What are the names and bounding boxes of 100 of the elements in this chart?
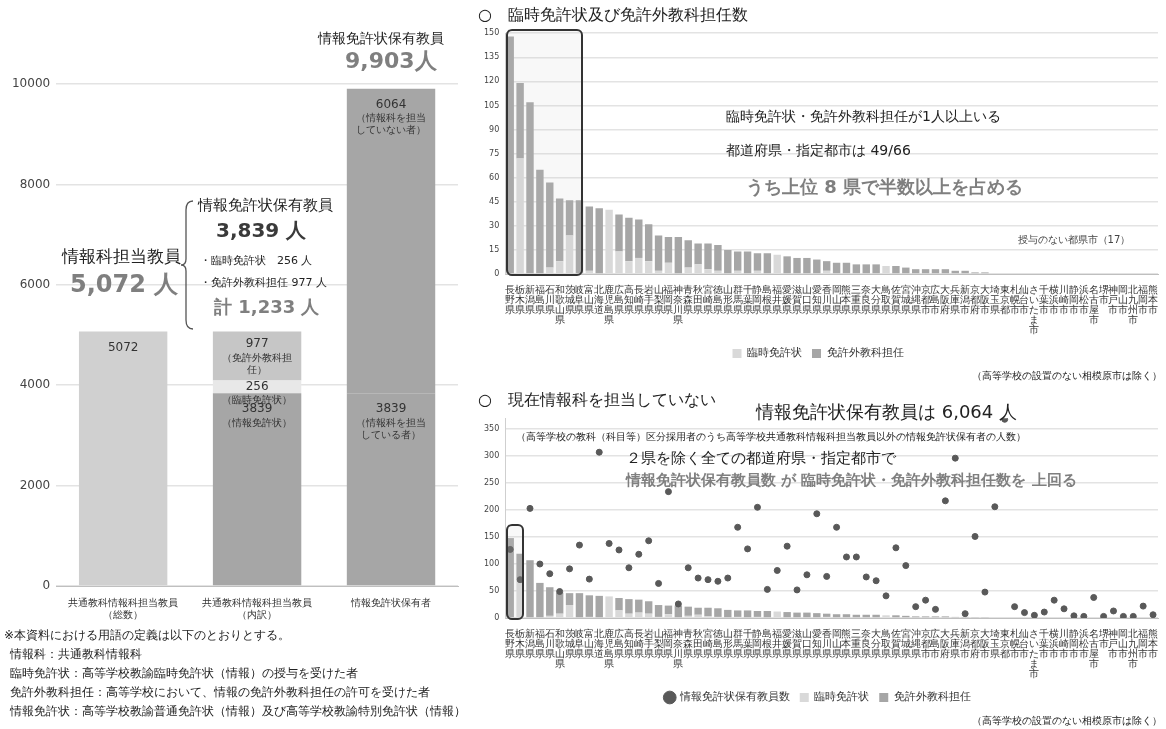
text: 情報免許状：高等学校教諭普通免許状（情報）及び高等学校教諭特別免許状（情報） bbox=[10, 704, 466, 719]
y-tick-label: 100 bbox=[483, 559, 500, 569]
annotation: 都道府県・指定都市は 49/66 bbox=[726, 142, 911, 159]
annotation: 情報免許状保有教員は 6,064 人 bbox=[756, 401, 1017, 423]
x-tick-label: 情報免許状保有者 bbox=[350, 596, 432, 608]
x-tick-label: 佐賀県 bbox=[890, 627, 901, 659]
x-tick-label: 茨城県 bbox=[563, 283, 575, 315]
annotation: ・免許外教科担任 977 人 bbox=[200, 276, 327, 290]
x-tick-label: 長崎県 bbox=[633, 283, 644, 315]
y-tick-label: 150 bbox=[483, 28, 500, 38]
x-tick-label: 三重県 bbox=[851, 627, 862, 659]
text: ※本資料における用語の定義は以下のとおりとする。 bbox=[4, 628, 291, 643]
x-tick-label: 山形県 bbox=[722, 283, 733, 315]
x-tick-label: 奈良県 bbox=[861, 627, 872, 659]
x-tick-label: 広島県 bbox=[614, 627, 624, 659]
y-tick-label: 0 bbox=[494, 269, 500, 279]
x-tick-label: 仙台市 bbox=[1019, 283, 1030, 315]
y-tick-label: 6000 bbox=[19, 276, 51, 291]
x-tick-label: 岡山市 bbox=[1118, 283, 1129, 315]
x-tick-label: 山梨県 bbox=[653, 283, 664, 315]
x-tick-label: 宮崎県 bbox=[703, 627, 714, 659]
x-tick-label: 滋賀県 bbox=[792, 627, 803, 659]
x-tick-label: さいたま市 bbox=[1029, 283, 1040, 335]
x-tick-label: 兵庫県 bbox=[950, 627, 961, 659]
x-tick-label: 群馬県 bbox=[731, 283, 743, 315]
x-tick-label: 長野県 bbox=[505, 283, 516, 315]
y-tick-label: 60 bbox=[489, 172, 500, 182]
x-tick-label: 青森県 bbox=[683, 627, 694, 659]
x-tick-label: 京都府 bbox=[970, 283, 981, 315]
x-tick-label: 熊本市 bbox=[1148, 627, 1159, 659]
x-tick-label: 埼玉県 bbox=[988, 627, 1000, 659]
y-tick-label: 200 bbox=[483, 505, 500, 515]
x-tick-label: 千葉県 bbox=[742, 283, 753, 315]
x-tick-label: 共通教科情報科担当教員（内訳） bbox=[202, 596, 313, 620]
text: 情報科：共通教科情報科 bbox=[10, 647, 142, 662]
x-tick-label: 沖縄県 bbox=[909, 283, 921, 315]
data-label: 256 （臨時免許状） bbox=[222, 378, 293, 406]
x-tick-label: 北九州市 bbox=[1128, 283, 1139, 325]
x-tick-label: 香川県 bbox=[821, 627, 832, 659]
x-tick-label: 岩手県 bbox=[643, 627, 654, 659]
x-tick-label: 秋田県 bbox=[693, 627, 704, 659]
legend-label: 情報免許状保有教員数 bbox=[678, 690, 790, 704]
x-tick-label: 岩手県 bbox=[643, 283, 654, 315]
x-tick-label: 北海道 bbox=[594, 627, 605, 659]
legend-label: 免許外教科担任 bbox=[826, 346, 904, 360]
y-tick-label: 0 bbox=[42, 578, 51, 593]
x-tick-label: 名古屋市 bbox=[1088, 283, 1099, 325]
x-tick-label: 岐阜県 bbox=[574, 627, 585, 659]
x-tick-label: 秋田県 bbox=[693, 283, 704, 315]
data-label: 977 （免許外教科担任） bbox=[222, 336, 293, 375]
x-tick-label: 新潟県 bbox=[524, 627, 535, 659]
x-tick-label: 岡山県 bbox=[831, 283, 842, 315]
x-tick-label: 神奈川県 bbox=[673, 283, 684, 325]
y-tick-label: 15 bbox=[489, 245, 500, 254]
data-label: 5072 bbox=[107, 339, 139, 354]
x-tick-label: 広島市 bbox=[930, 627, 941, 659]
x-tick-label: 北海道 bbox=[594, 283, 605, 315]
x-tick-label: 青森県 bbox=[683, 283, 694, 315]
x-tick-label: 福井県 bbox=[772, 283, 783, 315]
chart-title: ○ 現在情報科を担当していない bbox=[478, 389, 716, 409]
x-tick-label: 京都市 bbox=[920, 283, 931, 315]
x-tick-label: 愛知県 bbox=[811, 283, 822, 315]
x-tick-label: 茨城県 bbox=[563, 627, 575, 659]
x-tick-label: 佐賀県 bbox=[890, 283, 901, 315]
x-tick-label: 高知県 bbox=[623, 627, 634, 659]
x-tick-label: 神奈川県 bbox=[673, 627, 684, 669]
x-tick-label: 長崎県 bbox=[633, 627, 644, 659]
legend-label: 免許外教科担任 bbox=[893, 690, 971, 704]
x-tick-label: 徳島県 bbox=[712, 283, 723, 315]
y-tick-label: 30 bbox=[489, 220, 500, 230]
y-tick-label: 300 bbox=[483, 451, 500, 461]
annotation: ２県を除く全ての都道府県・指定都市で bbox=[626, 449, 896, 467]
x-tick-label: 北九州市 bbox=[1128, 627, 1139, 669]
x-tick-label: 和歌山県 bbox=[554, 627, 565, 669]
legend-label: 臨時免許状 bbox=[814, 690, 870, 704]
x-tick-label: 徳島県 bbox=[712, 627, 723, 659]
annotation: 情報免許状保有教員数 が 臨時免許状・免許外教科担任数を 上回る bbox=[626, 471, 1077, 489]
x-tick-label: 山形県 bbox=[722, 627, 733, 659]
text: 免許外教科担任：高等学校において、情報の免許外教科担任の許可を受けた者 bbox=[10, 685, 430, 700]
annotation: 授与のない都県市（17） bbox=[1017, 234, 1131, 246]
x-tick-label: 熊本県 bbox=[841, 627, 852, 659]
y-tick-label: 120 bbox=[483, 76, 500, 86]
x-tick-label: 群馬県 bbox=[731, 627, 743, 659]
text: （高等学校の設置のない相模原市は除く） bbox=[972, 370, 1162, 382]
x-tick-label: 鹿児島県 bbox=[604, 627, 615, 669]
x-tick-label: 神戸市 bbox=[1108, 627, 1119, 659]
x-tick-label: 大阪市 bbox=[979, 283, 990, 315]
x-tick-label: 福島県 bbox=[534, 283, 545, 315]
x-tick-label: 福島県 bbox=[534, 627, 545, 659]
x-tick-label: 横浜市 bbox=[1049, 283, 1060, 315]
x-tick-label: 新潟市 bbox=[960, 283, 971, 315]
x-tick-label: 宮崎県 bbox=[703, 283, 714, 315]
y-tick-label: 4000 bbox=[19, 377, 51, 392]
annotation: 情報免許状保有教員 bbox=[198, 196, 333, 214]
x-tick-label: 富山県 bbox=[584, 283, 595, 315]
x-tick-label: 香川県 bbox=[821, 283, 832, 315]
x-tick-label: 愛媛県 bbox=[782, 283, 793, 315]
annotation: うち上位 8 県で半数以上を占める bbox=[746, 176, 1024, 198]
x-tick-label: 沖縄県 bbox=[909, 627, 921, 659]
x-tick-label: 石川県 bbox=[544, 283, 555, 315]
